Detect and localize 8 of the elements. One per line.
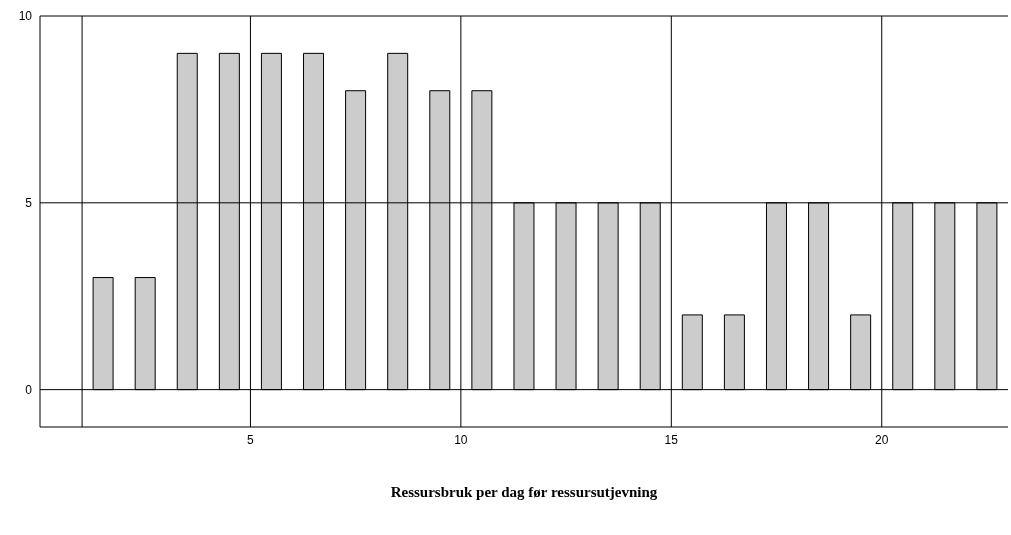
x-tick-label: 20 — [875, 432, 889, 447]
x-tick-label: 10 — [454, 432, 468, 447]
x-tick-label: 5 — [247, 432, 255, 447]
y-tick-label: 0 — [25, 382, 33, 397]
x-axis-title: Ressursbruk per dag før ressursutjevning — [390, 484, 658, 500]
y-tick-label: 5 — [25, 196, 33, 211]
y-tick-label: 10 — [18, 9, 33, 24]
x-tick-label: 15 — [664, 432, 679, 447]
